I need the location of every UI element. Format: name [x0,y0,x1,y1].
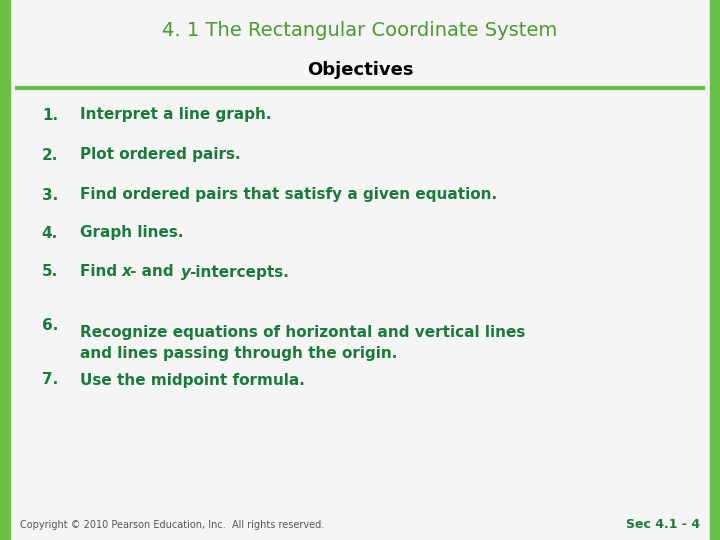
Text: Plot ordered pairs.: Plot ordered pairs. [80,147,240,163]
Text: 4.: 4. [42,226,58,240]
Text: 4. 1 The Rectangular Coordinate System: 4. 1 The Rectangular Coordinate System [163,21,557,39]
Text: 6.: 6. [42,318,58,333]
Text: Sec 4.1 - 4: Sec 4.1 - 4 [626,518,700,531]
Text: Objectives: Objectives [307,61,413,79]
Text: x: x [122,265,132,280]
Text: Interpret a line graph.: Interpret a line graph. [80,107,271,123]
Bar [0,0,10,540]
Text: Copyright © 2010 Pearson Education, Inc.  All rights reserved.: Copyright © 2010 Pearson Education, Inc.… [20,520,324,530]
Text: y: y [181,265,191,280]
Bar [710,0,720,540]
Text: Use the midpoint formula.: Use the midpoint formula. [80,373,305,388]
Text: Graph lines.: Graph lines. [80,226,184,240]
Text: Find: Find [80,265,122,280]
Text: 5.: 5. [42,265,58,280]
Text: -intercepts.: -intercepts. [189,265,289,280]
Text: Find ordered pairs that satisfy a given equation.: Find ordered pairs that satisfy a given … [80,187,497,202]
Text: 7.: 7. [42,373,58,388]
Text: Recognize equations of horizontal and vertical lines
and lines passing through t: Recognize equations of horizontal and ve… [80,325,526,361]
Text: 1.: 1. [42,107,58,123]
Text: - and: - and [130,265,179,280]
Text: 2.: 2. [42,147,58,163]
Text: 3.: 3. [42,187,58,202]
